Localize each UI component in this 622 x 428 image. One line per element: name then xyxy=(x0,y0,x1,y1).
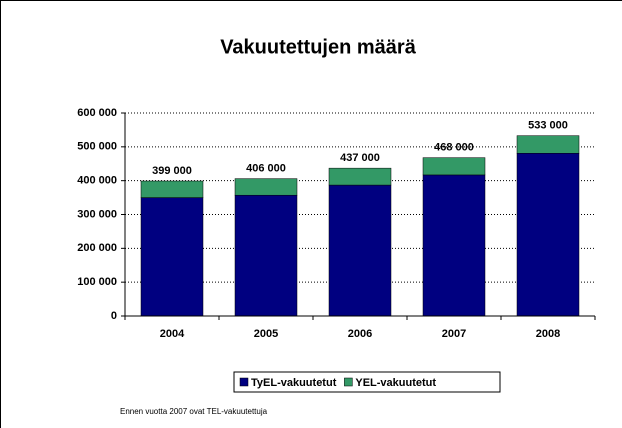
x-tick-label: 2004 xyxy=(160,328,185,340)
chart-title: Vakuutettujen määrä xyxy=(220,36,417,58)
y-tick-label: 100 000 xyxy=(77,276,117,288)
y-tick-label: 500 000 xyxy=(77,141,117,153)
y-tick-label: 400 000 xyxy=(77,175,117,187)
bar-segment xyxy=(140,180,204,198)
bar-segment xyxy=(422,157,486,176)
total-label: 468 000 xyxy=(434,142,474,154)
bar-segment xyxy=(234,178,298,196)
y-tick-label: 300 000 xyxy=(77,208,117,220)
legend-swatch xyxy=(344,377,353,387)
bar-segment xyxy=(140,197,204,317)
x-tick-label: 2007 xyxy=(442,328,466,340)
total-label: 437 000 xyxy=(340,152,380,164)
footnote: Ennen vuotta 2007 ovat TEL-vakuutettuja xyxy=(120,407,268,416)
x-tick-label: 2005 xyxy=(254,328,278,340)
bar-segment xyxy=(422,174,486,317)
legend-swatch xyxy=(239,377,249,387)
bar-segment xyxy=(328,184,392,317)
total-label: 533 000 xyxy=(528,120,568,132)
legend-box xyxy=(233,371,501,393)
bar-segment xyxy=(328,167,392,186)
x-tick-label: 2006 xyxy=(348,328,372,340)
y-tick-label: 600 000 xyxy=(77,107,117,119)
bar-segment xyxy=(234,194,298,317)
bar-segment xyxy=(516,153,580,317)
total-label: 406 000 xyxy=(246,163,286,175)
y-tick-label: 200 000 xyxy=(77,242,117,254)
total-label: 399 000 xyxy=(152,165,192,177)
bar-segment xyxy=(516,135,580,154)
legend-label: TyEL-vakuutetut xyxy=(251,377,337,389)
x-tick-label: 2008 xyxy=(536,328,560,340)
y-tick-label: 0 xyxy=(111,310,117,322)
legend-label: YEL-vakuutetut xyxy=(355,377,436,389)
